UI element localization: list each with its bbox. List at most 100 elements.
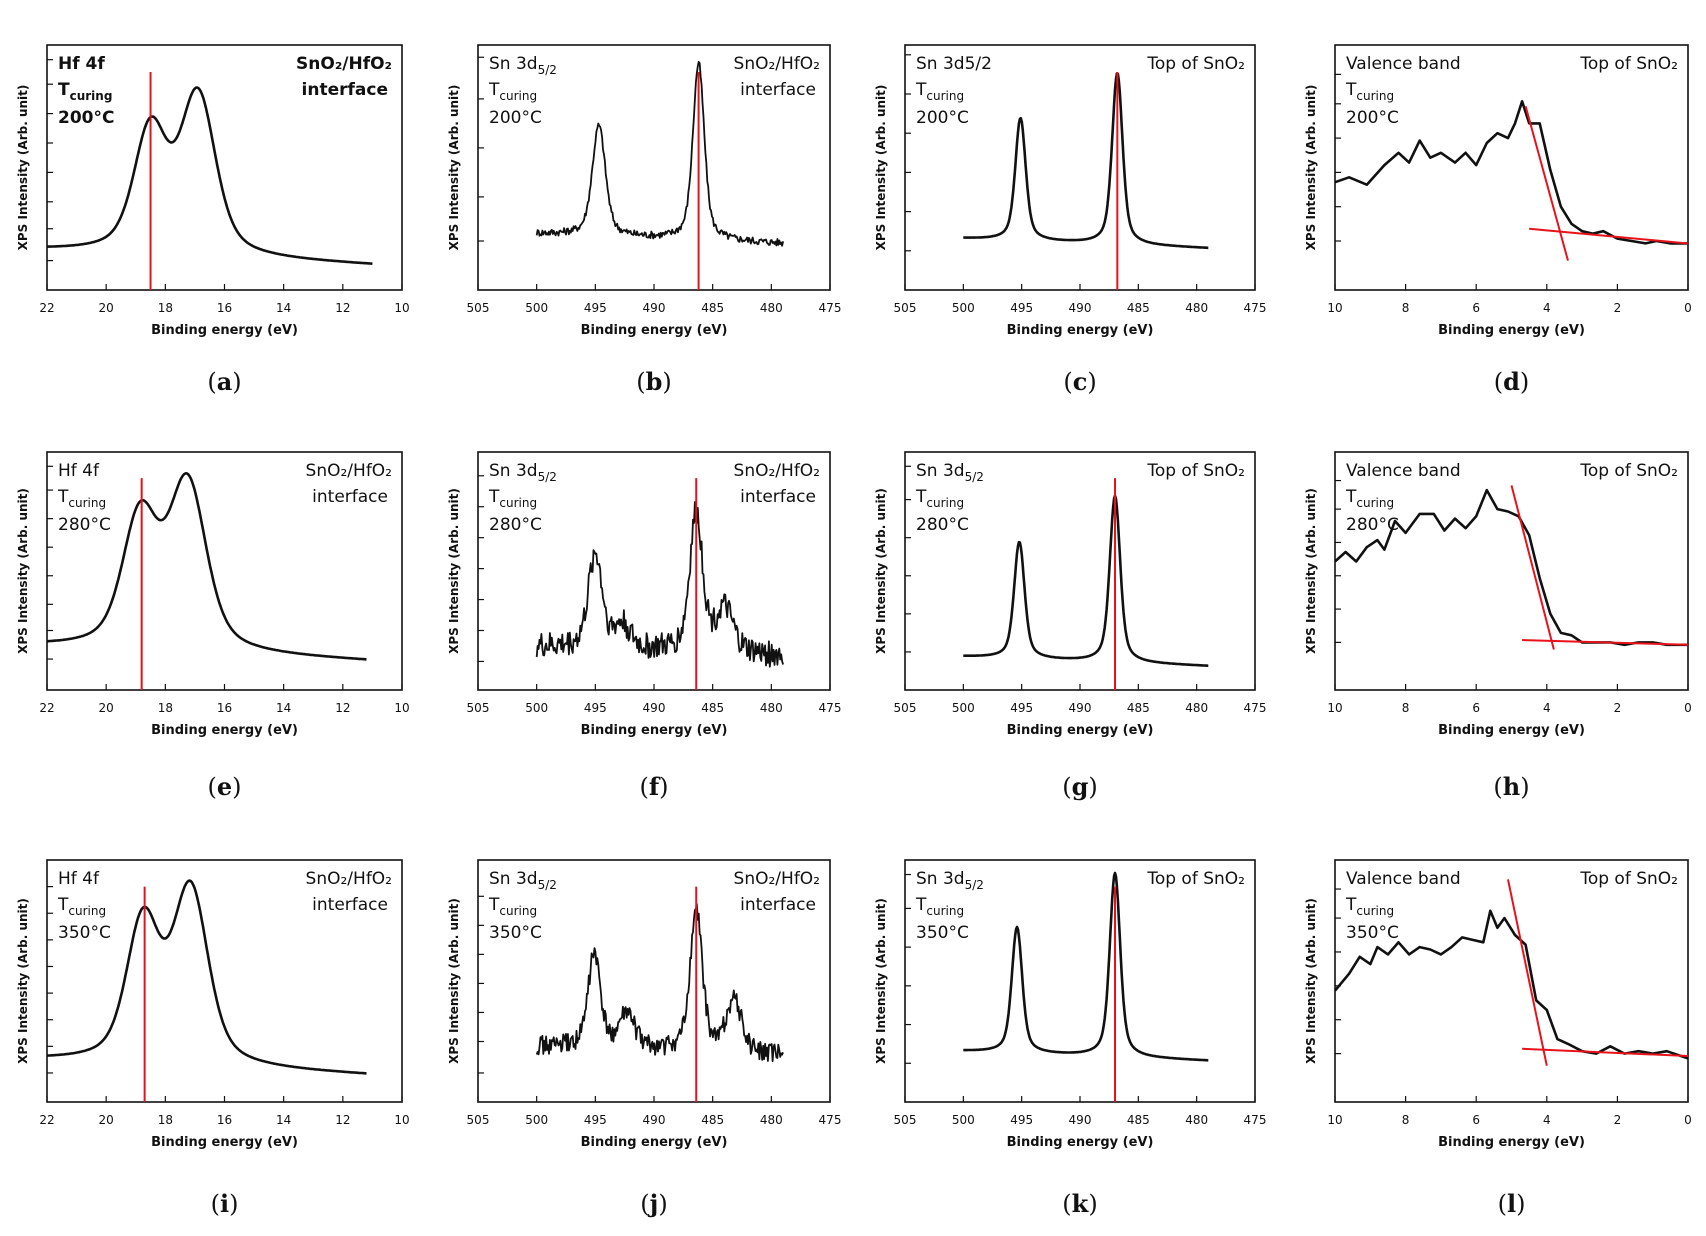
subfigure-label-open: ( [636, 368, 645, 396]
x-tick-label: 480 [1185, 1113, 1208, 1127]
x-tick-label: 500 [952, 301, 975, 315]
annotation-element: Hf 4f [58, 461, 100, 481]
y-axis-label: XPS Intensity (Arb. unit) [447, 488, 461, 654]
x-tick-label: 500 [525, 701, 548, 715]
x-tick-label: 22 [39, 1113, 54, 1127]
panel-l: 10 8 6 4 2 0 Binding energy (eV) XPS Intensity … [1304, 859, 1692, 1218]
annotation-curing-sub: curing [499, 89, 537, 103]
annotation-location-2: interface [312, 895, 388, 915]
annotation-element: Sn 3d5/2 [916, 54, 992, 74]
subfigure-label: (c) [1063, 367, 1096, 396]
subfigure-label-close: ) [658, 1190, 667, 1218]
x-tick-label: 490 [1069, 301, 1092, 315]
y-axis-label: XPS Intensity (Arb. unit) [1304, 898, 1318, 1064]
subfigure-label-letter: c [1073, 367, 1088, 396]
x-tick-label: 14 [276, 301, 291, 315]
annotation-location: SnO₂/HfO₂ [734, 54, 820, 74]
x-tick-label: 505 [894, 701, 917, 715]
annotation-element-text: Sn 3d [489, 869, 538, 889]
x-tick-label: 12 [335, 701, 350, 715]
annotation-temperature: 200°C [489, 108, 542, 128]
x-tick-label: 0 [1684, 1113, 1692, 1127]
annotation-curing-sub: curing [926, 904, 964, 918]
subfigure-label: (l) [1498, 1189, 1526, 1218]
series-line-0 [1335, 488, 1688, 647]
x-tick-label: 495 [584, 301, 607, 315]
annotation-element-text: Hf 4f [58, 869, 100, 889]
x-tick-label: 500 [525, 301, 548, 315]
x-tick-label: 10 [394, 701, 409, 715]
subfigure-label-letter: h [1503, 772, 1520, 801]
x-tick-label: 10 [394, 301, 409, 315]
annotation-location: SnO₂/HfO₂ [734, 461, 820, 481]
y-axis-label: XPS Intensity (Arb. unit) [1304, 85, 1318, 251]
annotation-curing-main: T [57, 487, 69, 507]
x-tick-label: 475 [1244, 701, 1267, 715]
annotation-element-text: Hf 4f [58, 54, 105, 74]
x-axis-label: Binding energy (eV) [581, 723, 728, 738]
panel-c: 505 500 495 490 485 480 475 Binding energy (eV)… [874, 44, 1266, 396]
x-tick-label: 10 [1327, 1113, 1342, 1127]
annotation-location-2: interface [312, 487, 388, 507]
plot-frame [1334, 859, 1689, 1103]
x-tick-label: 0 [1684, 701, 1692, 715]
subfigure-label: (k) [1062, 1189, 1097, 1218]
x-axis-label: Binding energy (eV) [1007, 723, 1154, 738]
subfigure-label-open: ( [1494, 368, 1503, 396]
subfigure-label-close: ) [1520, 368, 1529, 396]
panel-a: 22 20 18 16 14 12 10 Binding energy (eV) XPS Int… [16, 44, 410, 396]
subfigure-label: (e) [207, 772, 241, 801]
x-tick-label: 18 [158, 701, 173, 715]
x-tick-label: 16 [217, 301, 232, 315]
series-line-0 [1335, 100, 1688, 245]
x-axis-label: Binding energy (eV) [151, 723, 298, 738]
x-tick-label: 490 [643, 1113, 666, 1127]
x-tick-label: 18 [158, 301, 173, 315]
x-tick-label: 0 [1684, 301, 1692, 315]
x-tick-label: 10 [1327, 301, 1342, 315]
fit-line-0 [1510, 485, 1555, 650]
annotation-curing-main: T [488, 487, 500, 507]
subfigure-label-letter: b [646, 367, 663, 396]
panel-i: 22 20 18 16 14 12 10 Binding energy (eV) XPS Int… [16, 859, 410, 1218]
y-axis-label: XPS Intensity (Arb. unit) [447, 898, 461, 1064]
annotation-curing-main: T [58, 80, 70, 100]
subfigure-label: (i) [211, 1189, 239, 1218]
annotation-temperature: 200°C [58, 108, 114, 128]
x-tick-label: 505 [467, 1113, 490, 1127]
subfigure-label-open: ( [640, 1190, 649, 1218]
annotation-temperature: 350°C [489, 923, 542, 943]
y-axis-label: XPS Intensity (Arb. unit) [16, 488, 30, 654]
annotation-location: Top of SnO₂ [1579, 54, 1678, 74]
annotation-curing: Tcuring [1345, 80, 1394, 103]
x-tick-label: 12 [335, 301, 350, 315]
y-axis-label: XPS Intensity (Arb. unit) [447, 85, 461, 251]
subfigure-label-close: ) [232, 368, 241, 396]
annotation-curing-main: T [1345, 895, 1357, 915]
x-tick-label: 490 [1069, 1113, 1092, 1127]
plot-frame [904, 44, 1256, 291]
x-tick-label: 2 [1614, 301, 1622, 315]
annotation-curing-sub: curing [68, 496, 106, 510]
annotation-curing-sub: curing [499, 496, 537, 510]
subfigure-label-letter: i [220, 1189, 229, 1218]
panel-b: 505 500 495 490 485 480 475 Binding energy (eV)… [447, 44, 841, 396]
panel-k: 505 500 495 490 485 480 475 Binding energy (eV)… [874, 859, 1266, 1218]
annotation-location: SnO₂/HfO₂ [306, 461, 392, 481]
x-tick-label: 490 [1069, 701, 1092, 715]
annotation-curing-sub: curing [68, 904, 106, 918]
annotation-curing-sub: curing [926, 89, 964, 103]
subfigure-label-letter: d [1503, 367, 1520, 396]
subfigure-label: (j) [640, 1189, 667, 1218]
annotation-temperature: 280°C [58, 515, 111, 535]
x-tick-label: 480 [1185, 301, 1208, 315]
subfigure-label-letter: a [217, 367, 233, 396]
plot-frame [1334, 44, 1689, 291]
annotation-element-sub: 5/2 [538, 470, 557, 484]
x-tick-label: 495 [1010, 1113, 1033, 1127]
annotation-curing-main: T [1345, 80, 1357, 100]
x-tick-label: 495 [1010, 301, 1033, 315]
annotation-location: Top of SnO₂ [1146, 869, 1245, 889]
fit-line-0 [1506, 879, 1548, 1066]
annotation-curing-sub: curing [1356, 496, 1394, 510]
